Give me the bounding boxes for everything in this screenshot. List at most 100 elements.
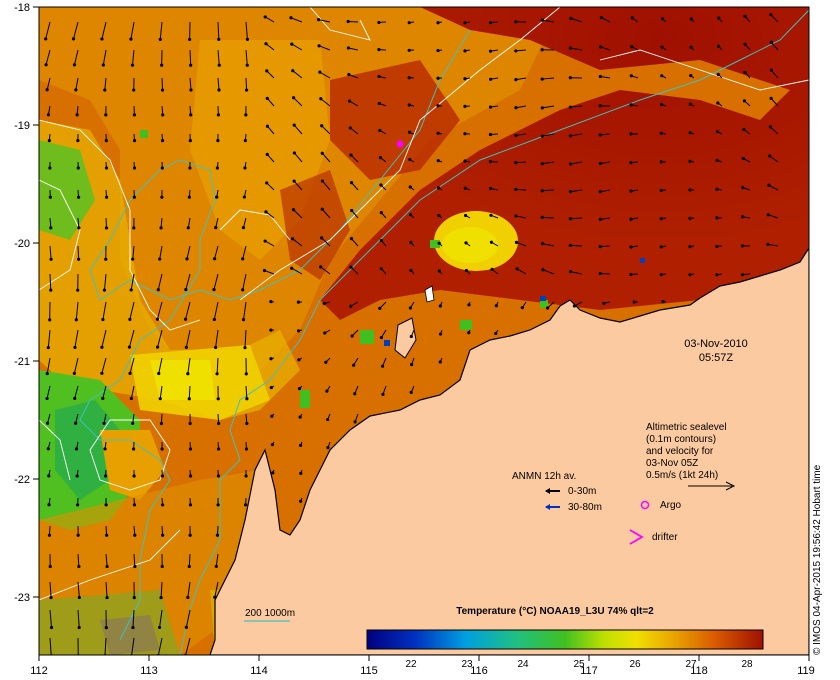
velocity-arrow-head — [540, 18, 544, 22]
velocity-arrow — [600, 189, 611, 193]
velocity-arrow — [290, 17, 303, 23]
sst-field — [39, 7, 809, 655]
velocity-arrow-head — [659, 160, 663, 164]
velocity-arrow — [213, 273, 219, 290]
velocity-arrow-head — [319, 265, 323, 269]
velocity-arrow-head — [689, 17, 693, 21]
velocity-arrow — [75, 301, 79, 320]
velocity-arrow-head — [160, 447, 164, 451]
velocity-arrow — [214, 245, 219, 259]
velocity-arrow-head — [436, 48, 440, 53]
velocity-arrow-head — [104, 625, 108, 630]
velocity-arrow — [244, 329, 247, 348]
colorbar-tick-24: 24 — [517, 659, 529, 670]
velocity-arrow — [49, 637, 52, 655]
velocity-arrow — [189, 77, 192, 91]
velocity-arrow-head — [378, 156, 383, 160]
velocity-arrow-head — [245, 421, 249, 426]
velocity-arrow-head — [322, 301, 326, 306]
velocity-arrow-head — [715, 273, 719, 277]
velocity-arrow — [129, 357, 135, 374]
velocity-arrow-head — [262, 268, 267, 273]
velocity-arrow-head — [316, 18, 321, 22]
velocity-arrow — [515, 105, 527, 109]
velocity-arrow — [542, 243, 555, 247]
velocity-arrow-head — [514, 161, 518, 165]
velocity-arrow-head — [629, 103, 633, 107]
velocity-arrow-head — [320, 236, 324, 240]
velocity-arrow-head — [270, 414, 274, 418]
velocity-arrow — [542, 161, 555, 165]
colorbar: Temperature (°C) NOAA19_L3U 74% qlt=2 22… — [366, 606, 764, 670]
velocity-arrow-head — [407, 130, 412, 134]
sealevel-line-3: and velocity for — [646, 446, 714, 457]
velocity-arrow — [187, 581, 191, 598]
velocity-arrow-head — [189, 88, 193, 92]
velocity-arrow-head — [129, 37, 133, 41]
velocity-arrow-head — [377, 101, 381, 106]
velocity-arrow-head — [599, 15, 603, 20]
velocity-arrow-head — [659, 131, 663, 135]
velocity-arrow — [102, 49, 107, 66]
velocity-arrow-head — [77, 564, 81, 569]
velocity-arrow-head — [49, 625, 54, 630]
velocity-arrow-head — [408, 306, 412, 310]
velocity-arrow — [293, 180, 303, 191]
velocity-arrow — [73, 21, 79, 39]
time-label: 05:57Z — [699, 352, 734, 364]
velocity-arrow-head — [265, 96, 269, 100]
velocity-arrow-head — [72, 63, 77, 67]
velocity-arrow-head — [265, 69, 269, 73]
velocity-arrow-head — [160, 195, 164, 199]
y-tick-19: -19 — [14, 120, 30, 132]
velocity-arrow — [217, 77, 220, 91]
velocity-arrow-head — [160, 88, 165, 92]
velocity-arrow-head — [326, 417, 330, 422]
velocity-arrow-head — [715, 244, 719, 249]
anmn-deep-label: 30-80m — [568, 502, 602, 513]
velocity-arrow — [242, 273, 247, 290]
velocity-arrow-head — [740, 215, 745, 219]
velocity-arrow-head — [187, 564, 191, 569]
velocity-arrow-head — [130, 63, 135, 67]
velocity-arrow-head — [214, 226, 218, 230]
velocity-arrow — [515, 133, 527, 136]
velocity-arrow — [104, 77, 107, 91]
velocity-arrow-head — [184, 288, 188, 292]
velocity-arrow-head — [49, 288, 53, 292]
velocity-arrow-head — [540, 215, 544, 219]
velocity-arrow-head — [769, 68, 773, 72]
velocity-arrow — [74, 385, 79, 399]
velocity-arrow-head — [436, 104, 440, 108]
velocity-arrow-head — [74, 421, 78, 425]
velocity-arrow — [159, 385, 163, 399]
velocity-arrow-head — [436, 76, 440, 80]
velocity-arrow — [768, 184, 779, 191]
sealevel-line-2: (0.1m contours) — [646, 434, 716, 445]
velocity-arrow-head — [494, 304, 498, 308]
velocity-arrow-head — [568, 217, 572, 221]
velocity-arrow-head — [291, 237, 295, 241]
velocity-arrow — [348, 47, 359, 51]
velocity-arrow — [103, 273, 107, 291]
velocity-arrow-head — [241, 318, 246, 322]
velocity-arrow-head — [514, 20, 518, 24]
velocity-arrow — [515, 49, 527, 52]
velocity-arrow-head — [378, 306, 382, 310]
velocity-arrow — [49, 581, 52, 598]
velocity-arrow-head — [769, 13, 773, 17]
velocity-arrow — [47, 329, 51, 348]
velocity-arrow-head — [632, 300, 636, 304]
velocity-arrow — [131, 49, 135, 66]
velocity-arrow-head — [158, 37, 162, 41]
velocity-arrow-head — [378, 128, 382, 133]
velocity-arrow-head — [46, 447, 50, 451]
velocity-arrow — [320, 98, 331, 107]
velocity-arrow — [542, 189, 555, 192]
velocity-arrow — [188, 385, 191, 399]
velocity-arrow — [101, 329, 107, 348]
velocity-arrow-head — [241, 257, 245, 261]
velocity-arrow-head — [464, 268, 468, 273]
axis-ticks — [33, 6, 810, 661]
velocity-arrow-head — [409, 240, 413, 244]
